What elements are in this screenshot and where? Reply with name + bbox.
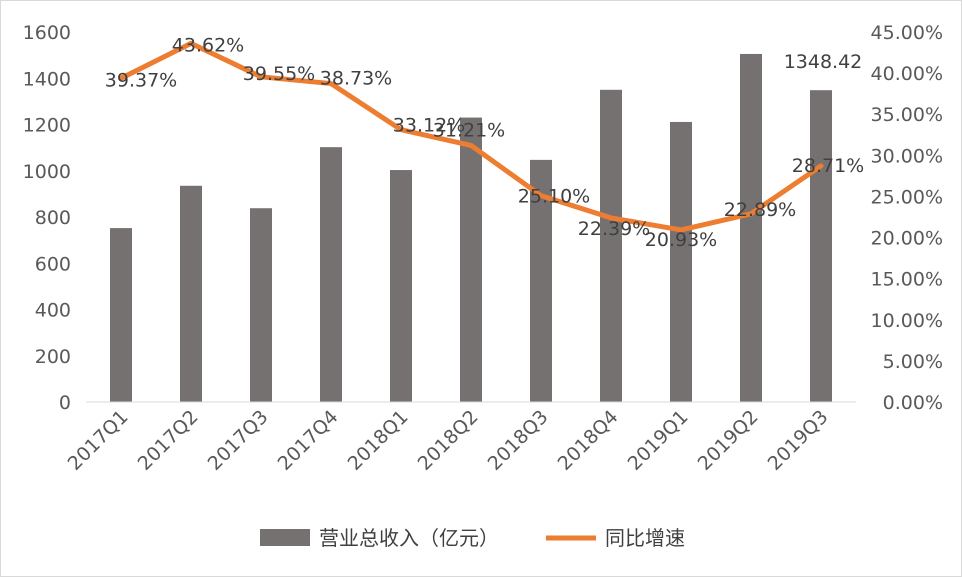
growth-data-label: 31.21% bbox=[433, 119, 505, 141]
x-axis-tick-label: 2017Q3 bbox=[204, 406, 273, 475]
x-axis-tick-label: 2017Q2 bbox=[134, 406, 203, 475]
revenue-bar bbox=[530, 159, 552, 402]
right-axis-tick-label: 20.00% bbox=[871, 228, 943, 250]
revenue-bar bbox=[180, 185, 202, 402]
right-axis-tick-label: 45.00% bbox=[871, 22, 943, 44]
x-axis-tick-label: 2018Q1 bbox=[344, 406, 413, 475]
right-axis-tick-label: 40.00% bbox=[871, 63, 943, 85]
growth-data-label: 25.10% bbox=[518, 186, 590, 208]
x-axis-tick-label: 2017Q4 bbox=[274, 406, 343, 475]
left-axis-tick-label: 1400 bbox=[23, 68, 71, 90]
revenue-bar bbox=[810, 90, 832, 403]
revenue-bar bbox=[670, 121, 692, 403]
growth-line bbox=[118, 40, 824, 233]
growth-data-label: 39.37% bbox=[105, 69, 177, 91]
growth-data-label: 22.39% bbox=[578, 218, 650, 240]
revenue-bar bbox=[460, 117, 482, 402]
growth-data-label: 28.71% bbox=[792, 155, 864, 177]
left-axis-tick-label: 1600 bbox=[23, 22, 71, 44]
left-axis-tick-label: 1000 bbox=[23, 161, 71, 183]
left-axis-tick-label: 800 bbox=[35, 207, 71, 229]
left-axis-tick-label: 600 bbox=[35, 253, 71, 275]
growth-data-labels: 39.37% 43.62% 39.55% 38.73% 33.12%31.21% 25.1… bbox=[105, 34, 864, 251]
x-axis-tick-label: 2019Q1 bbox=[624, 406, 693, 475]
legend-swatch-revenue bbox=[260, 529, 310, 546]
left-axis-tick-label: 400 bbox=[35, 300, 71, 322]
revenue-bar bbox=[390, 170, 412, 402]
right-axis-tick-label: 35.00% bbox=[871, 104, 943, 126]
growth-line-series bbox=[118, 40, 824, 233]
x-axis-ticks: 2017Q1 2017Q2 2017Q3 2017Q4 2018Q1 2018Q2 2018… bbox=[64, 406, 833, 475]
growth-data-label: 22.89% bbox=[724, 199, 796, 221]
x-axis-tick-label: 2018Q3 bbox=[484, 406, 553, 475]
revenue-bar bbox=[600, 89, 622, 402]
x-axis-tick-label: 2018Q2 bbox=[414, 406, 483, 475]
growth-data-label: 39.55% bbox=[243, 63, 315, 85]
x-axis-tick-label: 2018Q4 bbox=[554, 406, 623, 475]
revenue-bar bbox=[110, 228, 132, 402]
left-axis-tick-label: 200 bbox=[35, 346, 71, 368]
right-axis-tick-label: 10.00% bbox=[871, 310, 943, 332]
growth-data-label: 33.12% bbox=[393, 115, 465, 137]
left-axis-ticks: 0 200 400 600 800 1000 1200 1400 1600 bbox=[23, 22, 71, 414]
legend: 营业总收入（亿元） 同比增速 bbox=[260, 526, 685, 550]
growth-data-label: 38.73% bbox=[320, 68, 392, 90]
revenue-bar bbox=[740, 53, 762, 402]
x-axis-tick-label: 2019Q2 bbox=[694, 406, 763, 475]
right-axis-tick-label: 15.00% bbox=[871, 269, 943, 291]
revenue-data-label: 1348.42 bbox=[784, 51, 863, 73]
legend-label-growth: 同比增速 bbox=[605, 526, 685, 550]
revenue-data-labels: 1348.42 bbox=[784, 51, 863, 73]
right-axis-tick-label: 0.00% bbox=[883, 392, 943, 414]
growth-data-label: 43.62% bbox=[172, 34, 244, 56]
x-axis-tick-label: 2019Q3 bbox=[764, 406, 833, 475]
growth-data-label: 20.93% bbox=[645, 229, 717, 251]
right-axis-ticks: 0.00% 5.00% 10.00% 15.00% 20.00% 25.00% 30.00%… bbox=[871, 22, 943, 414]
revenue-bar bbox=[320, 147, 342, 402]
right-axis-tick-label: 30.00% bbox=[871, 145, 943, 167]
x-axis-tick-label: 2017Q1 bbox=[64, 406, 133, 475]
left-axis-tick-label: 0 bbox=[59, 392, 71, 414]
legend-label-revenue: 营业总收入（亿元） bbox=[319, 526, 499, 550]
left-axis-tick-label: 1200 bbox=[23, 115, 71, 137]
right-axis-tick-label: 25.00% bbox=[871, 186, 943, 208]
right-axis-tick-label: 5.00% bbox=[883, 351, 943, 373]
revenue-bar bbox=[250, 208, 272, 402]
revenue-bars bbox=[110, 53, 832, 403]
